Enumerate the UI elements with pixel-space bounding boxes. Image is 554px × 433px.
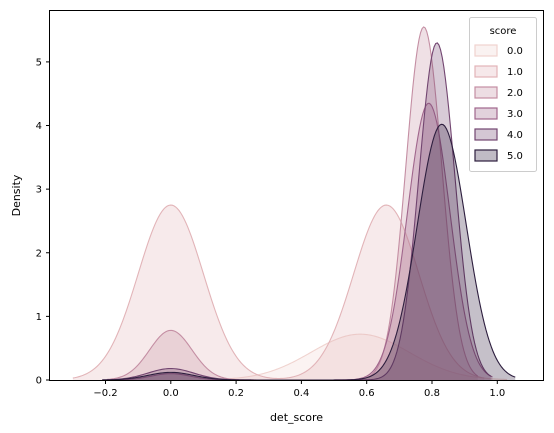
x-axis: −0.2 0.0 0.2 0.4 0.6 0.8 1.0: [93, 380, 505, 399]
density-area-0.0: [213, 334, 508, 380]
legend-label: 1.0: [507, 67, 523, 78]
x-tick-label: 0.2: [228, 388, 244, 399]
density-area-4.0: [102, 42, 491, 381]
density-area-3.0: [112, 103, 493, 381]
plot-frame: [49, 10, 544, 381]
density-line-1.0: [72, 204, 485, 380]
legend-swatch: [474, 65, 498, 78]
legend-swatch: [474, 149, 498, 162]
legend-item-4.0: 4.0: [474, 128, 523, 141]
legend-label: 5.0: [507, 151, 523, 162]
density-area-5.0: [102, 124, 516, 380]
legend-item-1.0: 1.0: [474, 65, 523, 78]
x-tick-label: 1.0: [489, 388, 505, 399]
series-0.0: [213, 333, 508, 381]
series-1.0: [72, 204, 485, 380]
legend-swatch: [474, 107, 498, 120]
legend-item-0.0: 0.0: [474, 44, 523, 57]
density-line-0.0: [213, 333, 508, 381]
legend-label: 0.0: [507, 46, 523, 57]
y-tick-label: 2: [36, 248, 42, 259]
x-tick-label: 0.8: [424, 388, 440, 399]
legend-swatch: [474, 86, 498, 99]
legend-item-3.0: 3.0: [474, 107, 523, 120]
legend-label: 2.0: [507, 88, 523, 99]
legend-label: 3.0: [507, 109, 523, 120]
density-area-2.0: [107, 26, 478, 380]
y-tick-label: 3: [36, 185, 42, 196]
legend-item-5.0: 5.0: [474, 149, 523, 162]
y-tick-label: 5: [36, 57, 42, 68]
legend-items: 0.0 1.0 2.0 3.0 4.0 5.0: [474, 44, 523, 162]
y-tick-label: 4: [36, 121, 42, 132]
legend-swatch: [474, 44, 498, 57]
y-tick-label: 0: [36, 376, 42, 387]
y-tick-label: 1: [36, 312, 42, 323]
legend-label: 4.0: [507, 130, 523, 141]
legend-swatch: [474, 128, 498, 141]
x-tick-label: 0.4: [293, 388, 309, 399]
density-area-1.0: [72, 205, 485, 380]
density-areas: [72, 26, 516, 381]
legend-item-2.0: 2.0: [474, 86, 523, 99]
x-tick-label: 0.6: [359, 388, 375, 399]
y-axis: 0 1 2 3 4 5: [36, 57, 50, 387]
legend-title: score: [490, 26, 517, 37]
x-axis-label: det_score: [270, 411, 323, 424]
y-axis-label: Density: [10, 174, 23, 216]
legend: score 0.0 1.0 2.0 3.0 4.0 5.0: [469, 17, 537, 172]
x-tick-label: 0.0: [163, 388, 179, 399]
x-tick-label: −0.2: [93, 388, 117, 399]
